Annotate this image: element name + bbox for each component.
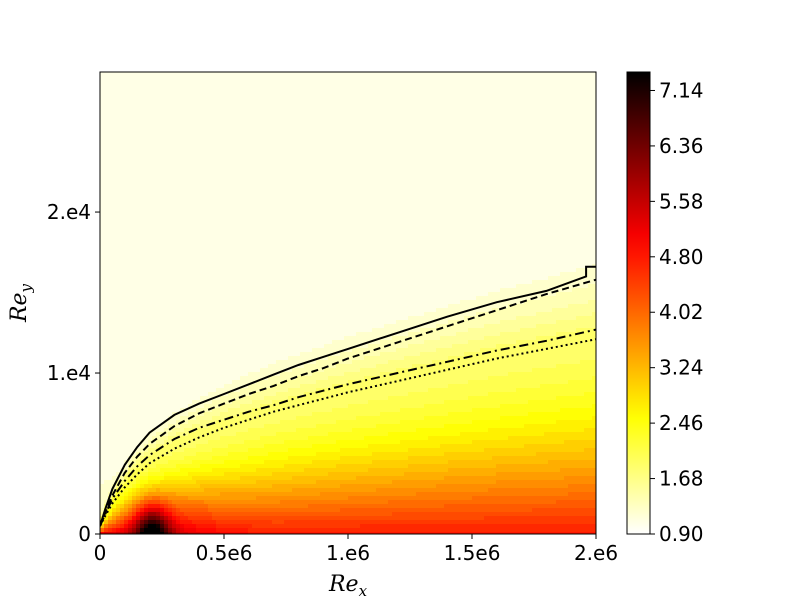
contour-line-dashdot xyxy=(100,328,596,527)
colorbar-tick-label: 1.68 xyxy=(659,467,704,491)
colorbar-tick-label: 7.14 xyxy=(659,78,704,102)
contour-fill-field xyxy=(100,72,596,534)
x-axis-ticks: 0 0.5e6 1.e6 1.5e6 2.e6 xyxy=(94,534,618,565)
colorbar-tick-label: 5.58 xyxy=(659,189,704,213)
x-axis-label: Rex xyxy=(328,572,368,600)
x-axis-label-main: Re xyxy=(328,572,359,597)
y-tick-label: 0 xyxy=(78,522,91,546)
x-tick-label: 0 xyxy=(94,541,107,565)
contour-line-solid xyxy=(100,265,596,527)
colorbar-ticks: 0.90 1.68 2.46 3.24 4.02 4.80 5.58 6.36 7.14 xyxy=(650,78,704,546)
x-tick-label: 0.5e6 xyxy=(196,541,253,565)
x-tick-label: 1.e6 xyxy=(326,541,370,565)
y-tick-label: 2.e4 xyxy=(47,200,91,224)
colorbar-tick-label: 6.36 xyxy=(659,134,704,158)
y-tick-label: 1.e4 xyxy=(47,361,91,385)
colorbar-tick-label: 3.24 xyxy=(659,356,704,380)
colorbar: 0.90 1.68 2.46 3.24 4.02 4.80 5.58 6.36 7.14 xyxy=(626,71,704,546)
colorbar-tick-label: 4.80 xyxy=(659,245,704,269)
plot-area xyxy=(99,71,597,535)
colorbar-tick-label: 0.90 xyxy=(659,522,704,546)
y-axis-label-main: Re xyxy=(7,292,32,323)
y-axis-ticks: 0 1.e4 2.e4 xyxy=(47,200,100,546)
y-axis-label: Rey xyxy=(7,283,35,323)
contour-lines xyxy=(100,265,596,527)
colorbar-tick-label: 4.02 xyxy=(659,300,704,324)
colorbar-gradient xyxy=(626,71,651,535)
y-axis-label-sub: y xyxy=(17,283,35,293)
contour-line-dotted xyxy=(100,338,596,527)
x-axis-label-sub: x xyxy=(359,582,368,600)
colorbar-tick-label: 2.46 xyxy=(659,411,704,435)
contour-line-dashed xyxy=(100,278,596,527)
x-tick-label: 1.5e6 xyxy=(444,541,501,565)
x-tick-label: 2.e6 xyxy=(574,541,618,565)
